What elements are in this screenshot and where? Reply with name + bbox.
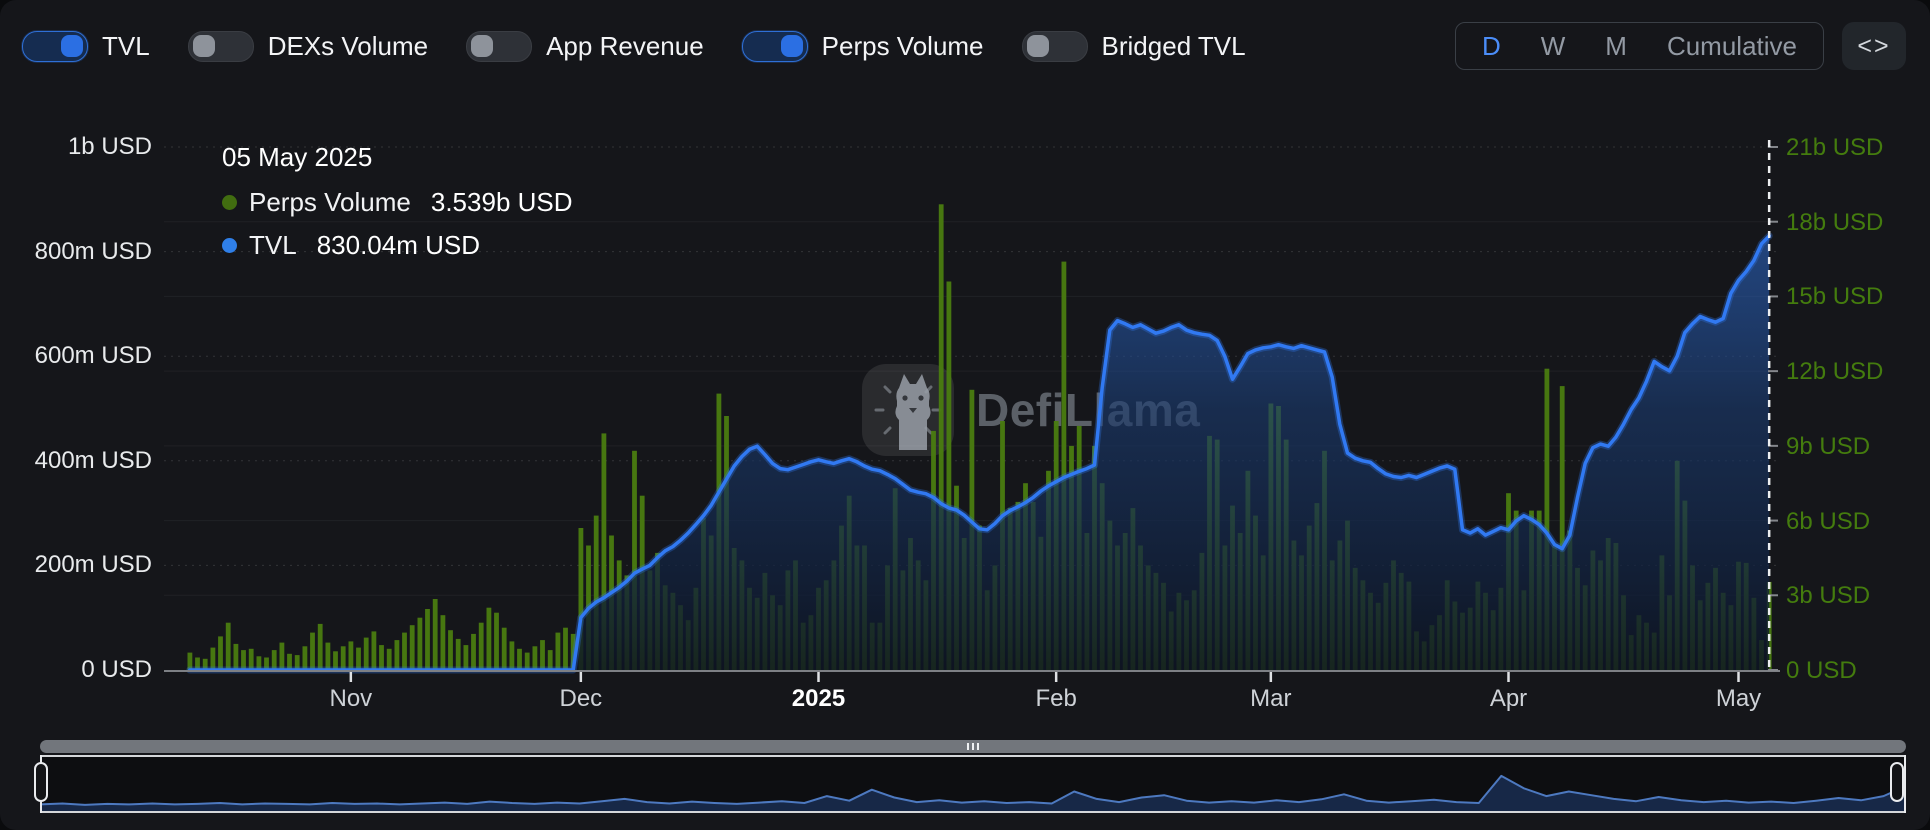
period-m[interactable]: M: [1605, 31, 1627, 61]
brush-handle-left[interactable]: [34, 762, 48, 802]
brush-scrollbar[interactable]: [40, 740, 1906, 753]
tvl-area: [189, 235, 1770, 670]
toggle-bridged-tvl[interactable]: [1021, 30, 1088, 62]
toggle-item-perps-volume: Perps Volume: [741, 30, 984, 62]
toggle-label-tvl: TVL: [102, 30, 150, 61]
toggle-item-app-revenue: App Revenue: [466, 30, 704, 62]
toggle-knob-icon: [192, 35, 215, 57]
series-toggles: TVL DEXs Volume App Revenue Perps Volume Bri…: [22, 30, 1246, 62]
toggle-label-dexs-volume: DEXs Volume: [267, 30, 429, 61]
toggle-item-dexs-volume: DEXs Volume: [187, 30, 429, 62]
period-w[interactable]: W: [1540, 31, 1566, 61]
period-cumulative[interactable]: Cumulative: [1666, 31, 1797, 61]
brush-handle-right[interactable]: [1890, 762, 1904, 802]
toggle-dexs-volume[interactable]: [187, 30, 254, 62]
toggle-item-tvl: TVL: [22, 30, 150, 62]
toggle-item-bridged-tvl: Bridged TVL: [1021, 30, 1246, 62]
toggle-label-bridged-tvl: Bridged TVL: [1101, 30, 1246, 61]
toggle-knob-icon: [471, 35, 494, 57]
angle-brackets-icon: <>: [1857, 31, 1891, 60]
toggle-knob-icon: [1026, 35, 1049, 57]
toggle-label-perps-volume: Perps Volume: [821, 30, 984, 61]
period-selector: D W M Cumulative: [1454, 22, 1824, 70]
scrollbar-grip-icon: [967, 743, 979, 750]
toggle-knob-icon: [780, 35, 803, 57]
toggle-label-app-revenue: App Revenue: [546, 30, 704, 61]
toggle-knob-icon: [61, 35, 83, 57]
expand-button[interactable]: <>: [1842, 22, 1906, 70]
toggle-tvl[interactable]: [22, 30, 88, 62]
toggle-app-revenue[interactable]: [466, 30, 533, 62]
toggle-perps-volume[interactable]: [741, 30, 808, 62]
period-d[interactable]: D: [1481, 31, 1501, 61]
toolbar: TVL DEXs Volume App Revenue Perps Volume Bri…: [22, 22, 1906, 70]
brush-minichart[interactable]: [39, 755, 1907, 813]
